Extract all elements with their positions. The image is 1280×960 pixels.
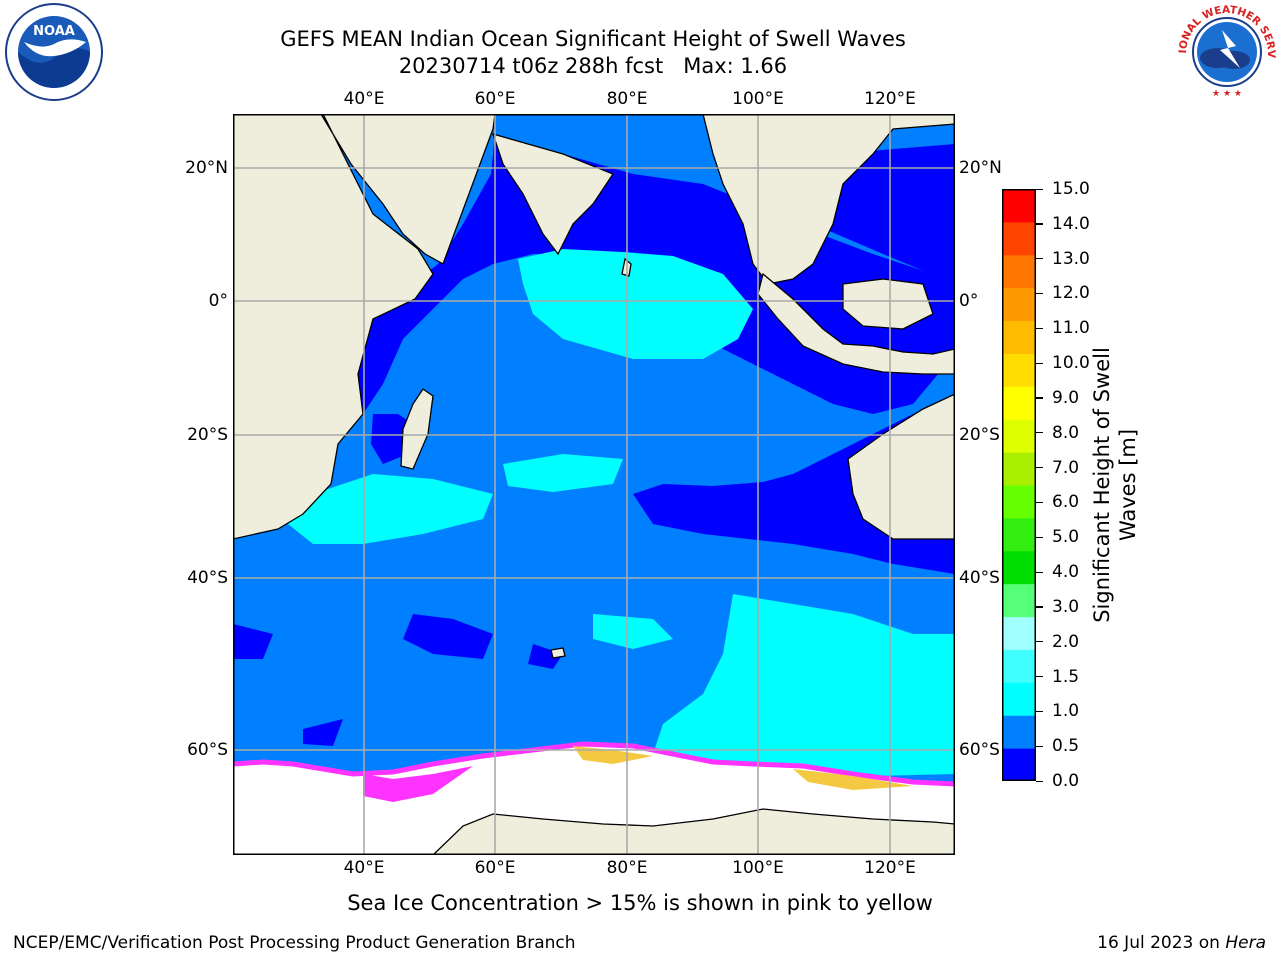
lon-tick-top: 100°E: [732, 89, 784, 109]
colorbar-tick-label: 11.0: [1052, 318, 1090, 339]
colorbar-title-line: Waves [m]: [1116, 428, 1140, 542]
map-title: GEFS MEAN Indian Ocean Significant Heigh…: [280, 27, 906, 51]
noaa-logo-text: NOAA: [33, 24, 75, 39]
map-subtitle: 20230714 t06z 288h fcst Max: 1.66: [398, 54, 788, 78]
colorbar-tick-label: 3.0: [1052, 596, 1080, 617]
lon-tick-top: 40°E: [343, 89, 385, 109]
lat-tick-right: 20°S: [959, 425, 1000, 445]
lat-tick-left: 20°N: [185, 158, 228, 178]
colorbar-segment: [1002, 189, 1036, 223]
colorbar-segment: [1002, 221, 1036, 256]
colorbar-tick-label: 10.0: [1052, 353, 1090, 374]
colorbar-segment: [1002, 682, 1036, 716]
colorbar-tick-mark: [1036, 745, 1043, 747]
colorbar-segment: [1002, 715, 1036, 749]
colorbar-tick-mark: [1036, 292, 1043, 295]
colorbar-segment: [1002, 517, 1036, 552]
colorbar-segment: [1002, 320, 1036, 354]
colorbar-tick-label: 9.0: [1052, 387, 1080, 408]
svg-text:★ ★ ★: ★ ★ ★: [1212, 89, 1242, 99]
lon-tick-top: 60°E: [474, 89, 516, 109]
colorbar-segment: [1002, 583, 1036, 618]
sea-ice-caption: Sea Ice Concentration > 15% is shown in …: [347, 891, 933, 915]
lon-tick-top: 120°E: [864, 89, 916, 109]
colorbar-tick-mark: [1036, 258, 1043, 260]
colorbar-segment: [1002, 649, 1036, 683]
lat-tick-left: 40°S: [187, 568, 228, 588]
colorbar-tick-mark: [1036, 397, 1043, 399]
lon-tick-bottom: 60°E: [474, 858, 516, 878]
colorbar-segment: [1002, 748, 1036, 781]
colorbar-tick-label: 0.5: [1052, 736, 1080, 757]
lon-tick-bottom: 120°E: [864, 858, 916, 878]
colorbar: [1002, 189, 1036, 781]
noaa-logo: NOAA: [5, 3, 103, 101]
colorbar-tick-mark: [1036, 188, 1043, 190]
colorbar-tick-label: 15.0: [1052, 179, 1090, 199]
colorbar-tick-mark: [1036, 780, 1043, 782]
colorbar-segment: [1002, 386, 1036, 420]
colorbar-segment: [1002, 550, 1036, 585]
colorbar-tick-label: 8.0: [1052, 422, 1080, 443]
colorbar-tick-label: 0.0: [1052, 771, 1080, 791]
colorbar-title-line: Significant Height of Swell: [1090, 347, 1114, 623]
colorbar-tick-mark: [1036, 676, 1043, 678]
colorbar-segment: [1002, 353, 1036, 387]
colorbar-segment: [1002, 254, 1036, 289]
colorbar-tick-mark: [1036, 432, 1043, 434]
lon-tick-top: 80°E: [606, 89, 648, 109]
colorbar-tick-mark: [1036, 223, 1043, 225]
colorbar-segment: [1002, 419, 1036, 453]
map-panel: [233, 114, 955, 855]
colorbar-segment: [1002, 485, 1036, 519]
colorbar-tick-label: 4.0: [1052, 562, 1080, 583]
colorbar-tick-label: 12.0: [1052, 283, 1090, 304]
lat-tick-right: 60°S: [959, 740, 1000, 760]
colorbar-tick-mark: [1036, 536, 1043, 538]
colorbar-tick-mark: [1036, 467, 1043, 469]
colorbar-tick-label: 14.0: [1052, 213, 1090, 234]
lat-tick-left: 60°S: [187, 740, 228, 760]
lon-tick-bottom: 80°E: [606, 858, 648, 878]
map-frame: [233, 114, 955, 855]
colorbar-tick-mark: [1036, 501, 1043, 504]
footer-date-text: 16 Jul 2023 on: [1097, 933, 1226, 953]
footer-credit: NCEP/EMC/Verification Post Processing Pr…: [13, 933, 576, 953]
lon-tick-bottom: 100°E: [732, 858, 784, 878]
colorbar-tick-label: 6.0: [1052, 492, 1080, 513]
footer-date: 16 Jul 2023 on Hera: [1097, 933, 1266, 953]
colorbar-segment: [1002, 452, 1036, 486]
colorbar-title: Significant Height of Swell Waves [m]: [1089, 347, 1141, 623]
lat-tick-right: 20°N: [959, 158, 1002, 178]
colorbar-tick-mark: [1036, 571, 1043, 573]
colorbar-tick-mark: [1036, 641, 1043, 643]
lat-tick-left: 20°S: [187, 425, 228, 445]
colorbar-tick-mark: [1036, 710, 1043, 713]
lon-tick-bottom: 40°E: [343, 858, 385, 878]
colorbar-tick-label: 1.0: [1052, 701, 1080, 722]
colorbar-segment: [1002, 616, 1036, 650]
nws-logo: NATIONAL WEATHER SERVICE ★ ★ ★: [1176, 2, 1277, 100]
footer-host: Hera: [1225, 933, 1266, 953]
lat-tick-left: 0°: [208, 291, 228, 311]
lat-tick-right: 40°S: [959, 568, 1000, 588]
colorbar-tick-label: 1.5: [1052, 666, 1080, 687]
colorbar-tick-mark: [1036, 606, 1043, 608]
lat-tick-right: 0°: [959, 291, 979, 311]
graticule: [233, 114, 955, 855]
colorbar-frame: [1002, 189, 1036, 781]
colorbar-tick-mark: [1036, 362, 1043, 364]
colorbar-tick-label: 7.0: [1052, 457, 1080, 478]
colorbar-tick-label: 5.0: [1052, 527, 1080, 548]
colorbar-segment: [1002, 287, 1036, 322]
colorbar-tick-mark: [1036, 327, 1043, 329]
swell-mid-regions: [288, 249, 955, 776]
colorbar-tick-label: 2.0: [1052, 631, 1080, 652]
colorbar-tick-label: 13.0: [1052, 248, 1090, 269]
